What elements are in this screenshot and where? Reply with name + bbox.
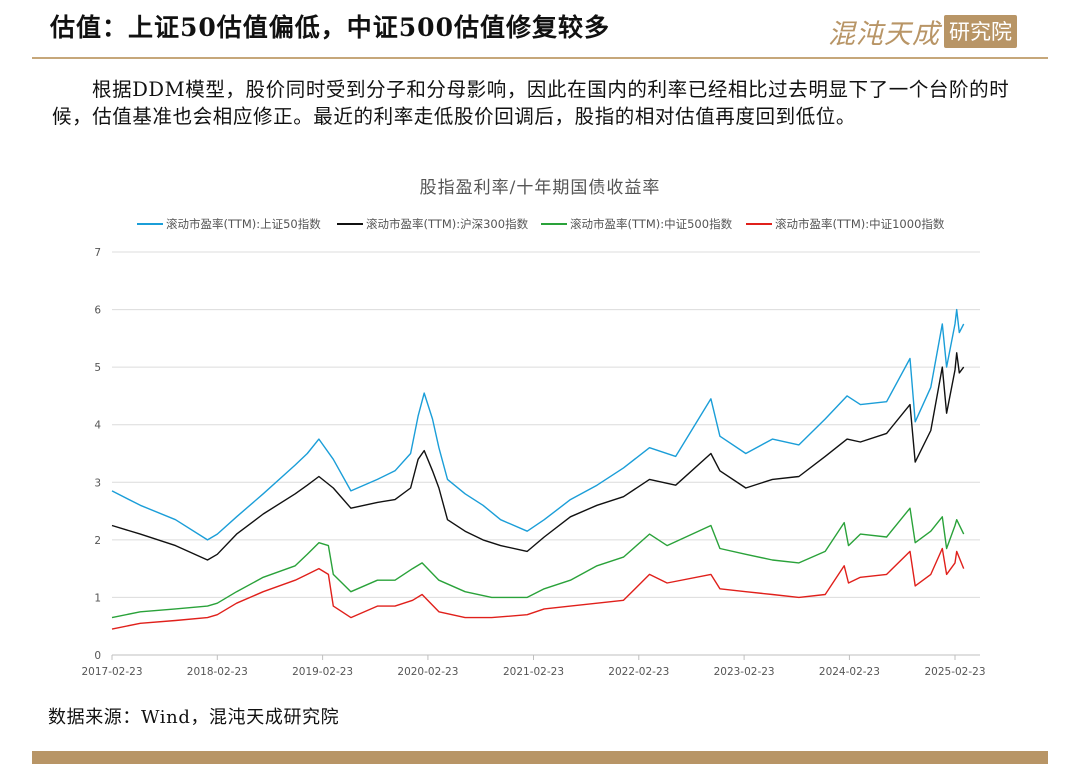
x-tick-label: 2023-02-23 [714, 666, 775, 678]
data-source-note: 数据来源：Wind，混沌天成研究院 [48, 707, 340, 728]
series-line-3 [111, 547, 965, 630]
x-tick-label: 2022-02-23 [608, 666, 669, 678]
chart-legend: 滚动市盈率(TTM):上证50指数 滚动市盈率(TTM):沪深300指数 滚动市盈率… [137, 217, 945, 231]
legend-label: 滚动市盈率(TTM):中证1000指数 [775, 217, 945, 231]
y-tick-label: 2 [94, 535, 101, 547]
chart-title: 股指盈利率/十年期国债收益率 [420, 178, 661, 198]
logo-box-text: 研究院 [944, 14, 1017, 48]
pe-ratio-chart: 股指盈利率/十年期国债收益率 滚动市盈率(TTM):上证50指数 滚动市盈率(TT… [81, 178, 986, 678]
x-axis: 2017-02-23 2018-02-23 2019-02-23 2020-02-23… [81, 654, 986, 678]
y-axis: 0 1 2 3 4 5 6 7 [94, 247, 101, 662]
y-tick-label: 0 [94, 650, 101, 662]
x-tick-label: 2019-02-23 [292, 666, 353, 678]
x-tick-label: 2024-02-23 [819, 666, 880, 678]
x-tick-label: 2020-02-23 [397, 666, 458, 678]
x-tick-label: 2017-02-23 [81, 666, 142, 678]
logo-script-text: 混沌天成 [828, 18, 940, 50]
legend-label: 滚动市盈率(TTM):上证50指数 [166, 217, 321, 231]
chart-series [111, 308, 965, 630]
page-title: 估值：上证50估值偏低，中证500估值修复较多 [50, 13, 610, 42]
x-tick-label: 2018-02-23 [187, 666, 248, 678]
legend-label: 滚动市盈率(TTM):中证500指数 [570, 217, 733, 231]
y-tick-label: 7 [94, 247, 101, 259]
series-line-0 [111, 308, 965, 541]
y-tick-label: 4 [94, 420, 101, 432]
y-tick-label: 5 [94, 362, 101, 374]
legend-label: 滚动市盈率(TTM):沪深300指数 [366, 217, 529, 231]
series-line-1 [111, 352, 965, 561]
footer-bar [32, 751, 1048, 764]
chart-grid [112, 251, 980, 598]
x-tick-label: 2021-02-23 [503, 666, 564, 678]
y-tick-label: 1 [94, 592, 101, 604]
header-divider [32, 57, 1048, 59]
series-line-2 [111, 507, 965, 619]
x-tick-label: 2025-02-23 [924, 666, 985, 678]
body-paragraph: 根据DDM模型，股价同时受到分子和分母影响，因此在国内的利率已经相比过去明显下了… [52, 78, 1010, 128]
brand-logo: 混沌天成 研究院 [828, 12, 1017, 50]
y-tick-label: 3 [94, 477, 101, 489]
y-tick-label: 6 [94, 305, 101, 317]
